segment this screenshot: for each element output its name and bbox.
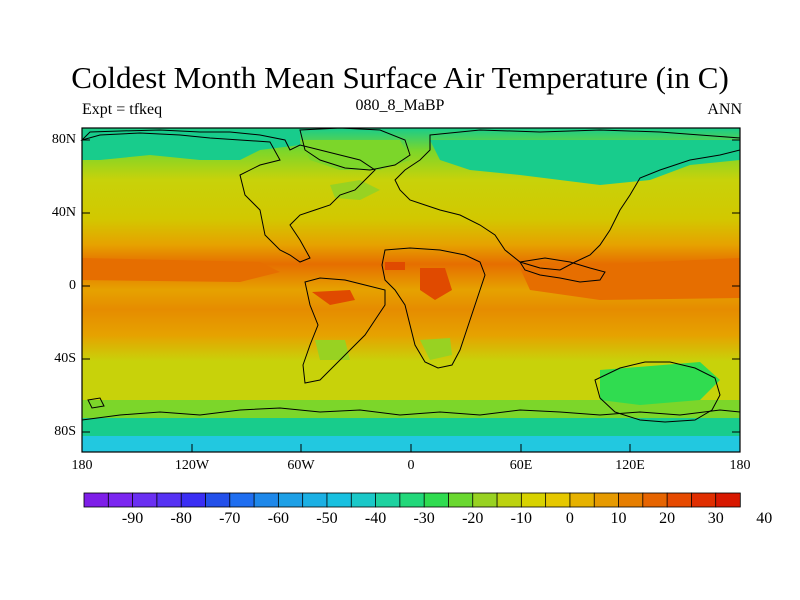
lon-label-60w: 60W	[287, 458, 315, 473]
colorbar-label: -20	[462, 510, 484, 527]
lat-label-40s: 40S	[54, 351, 76, 366]
africa-south-green	[420, 338, 452, 360]
lon-label-0: 0	[407, 458, 415, 473]
north-africa-hot	[385, 262, 405, 270]
colorbar-label: 40	[756, 510, 773, 527]
colorbar-label: 30	[707, 510, 724, 527]
colorbar-swatch	[132, 492, 158, 508]
colorbar-label: -50	[316, 510, 338, 527]
colorbar-swatch	[715, 492, 741, 508]
colorbar-swatch	[496, 492, 523, 508]
colorbar-label: -60	[267, 510, 290, 527]
colorbar-label: 50	[793, 510, 800, 528]
equator-hot-band-east	[520, 258, 740, 300]
colorbar-label: -80	[170, 510, 192, 527]
lat-ticks	[82, 139, 740, 433]
sa-south-green	[315, 340, 350, 360]
lon-ticks	[81, 444, 741, 452]
colorbar-swatch	[448, 492, 474, 508]
lon-label-180-east: 180	[729, 458, 751, 473]
southern-band-subpolar	[82, 418, 740, 436]
indo-coast	[519, 257, 606, 283]
temperature-patches	[82, 130, 740, 452]
colorbar-label: 10	[610, 510, 627, 527]
coastlines	[80, 127, 741, 423]
colorbar-swatch	[107, 492, 134, 508]
greenland-coast	[299, 127, 411, 171]
south-america-coast	[302, 277, 386, 384]
south-continent-green	[600, 362, 720, 405]
colorbar-swatch	[180, 492, 207, 508]
lon-label-180-west: 180	[71, 458, 93, 473]
colorbar-swatch	[253, 492, 280, 508]
colorbar-swatch	[399, 492, 425, 508]
equator-hot-band-pacific-west	[82, 258, 280, 282]
north-cold-patch	[82, 130, 300, 160]
colorbar-swatch	[229, 492, 255, 508]
colorbar-label: -40	[364, 510, 387, 527]
colorbar-swatch	[642, 492, 668, 508]
colorbar-label: 20	[659, 510, 676, 527]
colorbar-swatch	[472, 492, 498, 508]
lon-label-120w: 120W	[174, 458, 210, 473]
map-title: Coldest Month Mean Surface Air Temperatu…	[71, 60, 729, 95]
colorbar-swatch	[618, 492, 644, 508]
lon-label-60e: 60E	[509, 458, 533, 473]
colorbar-label: -10	[510, 510, 532, 527]
colorbar-swatch	[302, 492, 328, 508]
colorbar-label: -30	[413, 510, 435, 527]
africa-hot-patch	[420, 268, 452, 300]
colorbar-label: -90	[121, 510, 144, 527]
colorbar-swatch	[83, 492, 110, 508]
colorbar	[83, 492, 741, 508]
time-label: 080_8_MaBP	[355, 97, 445, 114]
lat-label-80s: 80S	[54, 424, 76, 439]
lon-label-120e: 120E	[615, 458, 645, 473]
south-america-hot	[312, 290, 355, 305]
colorbar-swatch	[545, 492, 571, 508]
antarctica-coast	[81, 407, 741, 421]
lat-label-0: 0	[69, 278, 76, 293]
colorbar-swatch	[593, 492, 620, 508]
colorbar-swatch	[666, 492, 693, 508]
colorbar-swatch	[375, 492, 401, 508]
colorbar-swatch	[156, 492, 182, 508]
north-america-coast	[80, 129, 376, 263]
small-island-west	[87, 397, 105, 409]
colorbar-swatch	[569, 492, 595, 508]
colorbar-swatch	[423, 492, 450, 508]
season-label: ANN	[707, 101, 742, 118]
experiment-label: Expt = tfkeq	[82, 101, 163, 118]
colorbar-swatch	[205, 492, 231, 508]
africa-coast	[381, 247, 486, 369]
colorbar-swatch	[520, 492, 547, 508]
colorbar-swatch	[277, 492, 304, 508]
colorbar-swatch	[691, 492, 717, 508]
eurasia-coast	[394, 129, 741, 271]
colorbar-swatch	[326, 492, 352, 508]
lat-label-40n: 40N	[51, 205, 76, 220]
north-asia-subpolar	[430, 140, 740, 185]
colorbar-label: -70	[219, 510, 241, 527]
lat-label-80n: 80N	[51, 132, 76, 147]
colorbar-label: 0	[565, 510, 574, 527]
colorbar-swatch	[350, 492, 377, 508]
